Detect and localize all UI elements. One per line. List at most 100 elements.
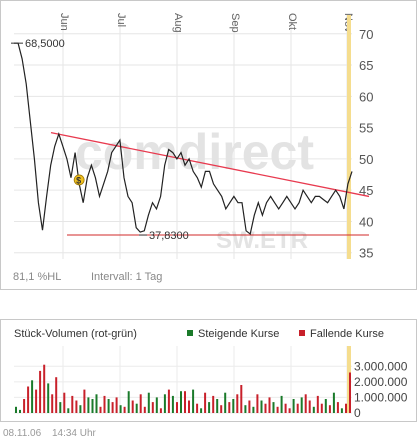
y-tick-label: 40 — [359, 214, 373, 229]
volume-bar — [296, 403, 299, 413]
y-tick-label: 50 — [359, 152, 373, 167]
y-tick-label: 55 — [359, 121, 373, 136]
volume-bar — [139, 394, 142, 413]
volume-bar — [196, 403, 199, 413]
volume-bar — [256, 394, 259, 413]
volume-bar — [208, 402, 211, 413]
volume-bar — [123, 406, 126, 413]
x-tick-label: Okt — [286, 13, 298, 30]
volume-bar — [131, 400, 134, 413]
volume-bar — [180, 391, 182, 413]
volume-bar — [103, 395, 106, 413]
volume-bar — [324, 399, 327, 413]
volume-bar — [39, 370, 42, 413]
volume-bar — [280, 395, 283, 413]
y-tick-label: 35 — [359, 246, 373, 261]
volume-bar — [135, 403, 138, 413]
volume-bar — [252, 406, 255, 413]
volume-bar — [336, 402, 339, 413]
volume-bar — [55, 377, 58, 413]
volume-bar — [171, 395, 174, 413]
volume-bar — [188, 400, 190, 413]
volume-title: Stück-Volumen (rot-grün) — [14, 328, 137, 340]
y-tick-label: 65 — [359, 58, 373, 73]
volume-bar — [59, 402, 62, 413]
volume-bar — [71, 395, 74, 413]
y-tick-label: 45 — [359, 183, 373, 198]
volume-bar — [155, 397, 158, 413]
volume-bar — [159, 408, 162, 413]
volume-bar — [19, 409, 21, 413]
volume-bar — [216, 399, 219, 413]
volume-bar — [127, 391, 130, 413]
footer-interval: Intervall: 1 Tag — [91, 271, 162, 283]
volume-bar — [240, 385, 243, 413]
volume-bar — [260, 400, 263, 413]
volume-bar — [212, 395, 215, 413]
volume-bar — [328, 405, 331, 413]
volume-bar — [176, 402, 178, 413]
volume-bar — [264, 403, 267, 413]
volume-bar — [99, 406, 102, 413]
volume-bar — [220, 405, 223, 413]
volume-bar — [91, 399, 94, 413]
volume-chart: Stück-Volumen (rot-grün) Steigende Kurse F… — [14, 328, 408, 420]
volume-bar — [284, 403, 287, 413]
y-tick-label: 70 — [359, 27, 373, 42]
volume-bar — [115, 397, 118, 413]
timestamp-time: 14:34 Uhr — [51, 428, 96, 439]
volume-bar — [51, 394, 54, 413]
volume-bar — [272, 402, 275, 413]
volume-bar — [340, 408, 343, 413]
legend-label: Steigende Kurse — [198, 328, 279, 340]
volume-bar — [204, 392, 207, 413]
vol-tick-label: 2.000.000 — [354, 375, 408, 389]
volume-bar — [151, 402, 154, 413]
volume-bar — [79, 405, 82, 413]
vol-tick-label: 0 — [354, 406, 361, 420]
dividend-marker-label: $ — [76, 175, 81, 185]
current-period-bar — [347, 15, 351, 259]
volume-bar — [224, 392, 227, 413]
volume-bar — [67, 408, 70, 413]
dividend-marker-icon — [73, 174, 85, 186]
volume-bar — [349, 372, 351, 413]
x-tick-label: Aug — [172, 13, 184, 33]
volume-bar — [236, 394, 239, 413]
volume-bar — [163, 394, 166, 413]
price-chart-panel: 3540455055606570JunJulAugSepOktNovcomdir… — [0, 0, 417, 290]
volume-bar — [276, 406, 279, 413]
volume-bar — [143, 406, 146, 413]
volume-bar — [23, 399, 26, 413]
volume-bar — [15, 406, 17, 413]
x-tick-label: Jul — [115, 13, 127, 27]
volume-bar — [300, 397, 303, 413]
volume-bar — [75, 400, 78, 413]
volume-bar — [308, 400, 311, 413]
volume-bar — [31, 380, 34, 413]
price-chart: 3540455055606570JunJulAugSepOktNovcomdir… — [11, 13, 373, 283]
footer-range: 81,1 %HL — [13, 271, 61, 283]
volume-bar — [147, 392, 150, 413]
legend-label: Fallende Kurse — [310, 328, 384, 340]
vol-tick-label: 3.000.000 — [354, 359, 408, 373]
volume-chart-panel: Stück-Volumen (rot-grün) Steigende Kurse F… — [0, 319, 417, 422]
timestamp: 08.11.06 14:34 Uhr — [3, 428, 104, 439]
trend-line — [50, 131, 370, 198]
low-label: 37,8300 — [149, 230, 189, 242]
volume-bar — [43, 364, 46, 413]
volume-bar — [320, 403, 323, 413]
volume-bar — [192, 389, 195, 413]
volume-bar — [292, 399, 295, 413]
volume-bar — [167, 389, 170, 413]
vol-tick-label: 1.000.000 — [354, 390, 408, 404]
volume-bar — [312, 406, 315, 413]
volume-bar — [184, 391, 186, 413]
volume-bar — [248, 400, 251, 413]
legend-swatch — [187, 330, 193, 336]
volume-bar — [345, 403, 347, 413]
volume-bar — [232, 399, 235, 413]
volume-bar — [47, 383, 50, 413]
y-tick-label: 60 — [359, 89, 373, 104]
x-tick-label: Sep — [229, 13, 241, 33]
